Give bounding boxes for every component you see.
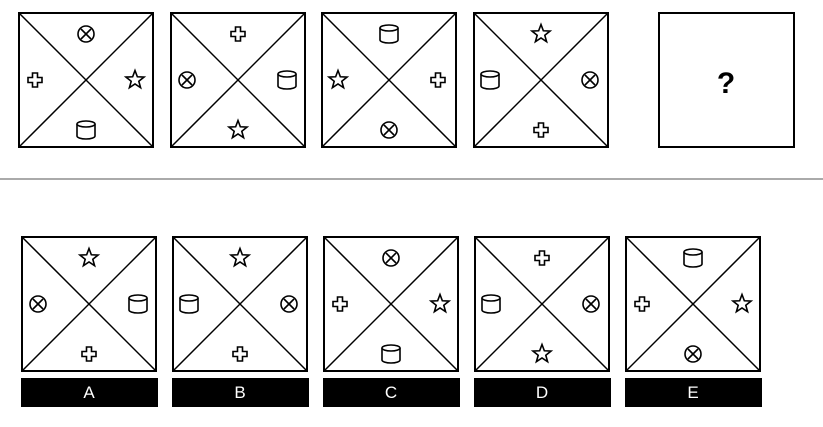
- cross-icon: [534, 250, 550, 266]
- cylinder-icon: [481, 294, 501, 314]
- options-row: A B C D E: [21, 236, 762, 407]
- star-icon: [228, 246, 252, 268]
- cross-icon: [430, 72, 446, 88]
- circle-x-icon: [382, 249, 400, 267]
- cross-icon: [634, 296, 650, 312]
- cross-icon: [230, 26, 246, 42]
- option-a[interactable]: A: [21, 236, 158, 407]
- cylinder-icon: [179, 294, 199, 314]
- cross-icon: [81, 346, 97, 362]
- option-label-bg: [323, 378, 460, 407]
- sequence-figure-3: [321, 12, 457, 148]
- option-d[interactable]: D: [474, 236, 611, 407]
- option-label: D: [536, 383, 548, 402]
- option-label: B: [234, 383, 245, 402]
- star-icon: [326, 68, 350, 90]
- star-icon: [428, 292, 452, 314]
- sequence-row: [18, 12, 609, 148]
- cylinder-icon: [381, 344, 401, 364]
- option-figure-c: [323, 236, 459, 372]
- question-mark: ?: [717, 67, 735, 100]
- cylinder-icon: [480, 70, 500, 90]
- option-label-bg: [625, 378, 762, 407]
- circle-x-icon: [29, 295, 47, 313]
- option-label-bg: [474, 378, 611, 407]
- cross-icon: [332, 296, 348, 312]
- circle-x-icon: [77, 25, 95, 43]
- option-e[interactable]: E: [625, 236, 762, 407]
- cylinder-icon: [683, 248, 703, 268]
- circle-x-icon: [581, 71, 599, 89]
- circle-x-icon: [582, 295, 600, 313]
- cylinder-icon: [277, 70, 297, 90]
- cross-icon: [232, 346, 248, 362]
- option-b[interactable]: B: [172, 236, 309, 407]
- option-figure-a: [21, 236, 157, 372]
- cylinder-icon: [76, 120, 96, 140]
- option-figure-b: [172, 236, 308, 372]
- star-icon: [530, 342, 554, 364]
- sequence-figure-1: [18, 12, 154, 148]
- star-icon: [123, 68, 147, 90]
- circle-x-icon: [684, 345, 702, 363]
- cross-icon: [533, 122, 549, 138]
- answer-placeholder: ?: [658, 12, 795, 148]
- star-icon: [77, 246, 101, 268]
- option-figure-d: [474, 236, 610, 372]
- option-label-bg: [172, 378, 309, 407]
- cylinder-icon: [379, 24, 399, 44]
- cross-icon: [27, 72, 43, 88]
- option-c[interactable]: C: [323, 236, 460, 407]
- star-icon: [226, 118, 250, 140]
- sequence-figure-2: [170, 12, 306, 148]
- option-label: E: [687, 383, 698, 402]
- star-icon: [529, 22, 553, 44]
- cylinder-icon: [128, 294, 148, 314]
- star-icon: [730, 292, 754, 314]
- sequence-figure-4: [473, 12, 609, 148]
- option-figure-e: [625, 236, 761, 372]
- option-label: C: [385, 383, 397, 402]
- option-label: A: [83, 383, 95, 402]
- circle-x-icon: [280, 295, 298, 313]
- circle-x-icon: [178, 71, 196, 89]
- circle-x-icon: [380, 121, 398, 139]
- option-label-bg: [21, 378, 158, 407]
